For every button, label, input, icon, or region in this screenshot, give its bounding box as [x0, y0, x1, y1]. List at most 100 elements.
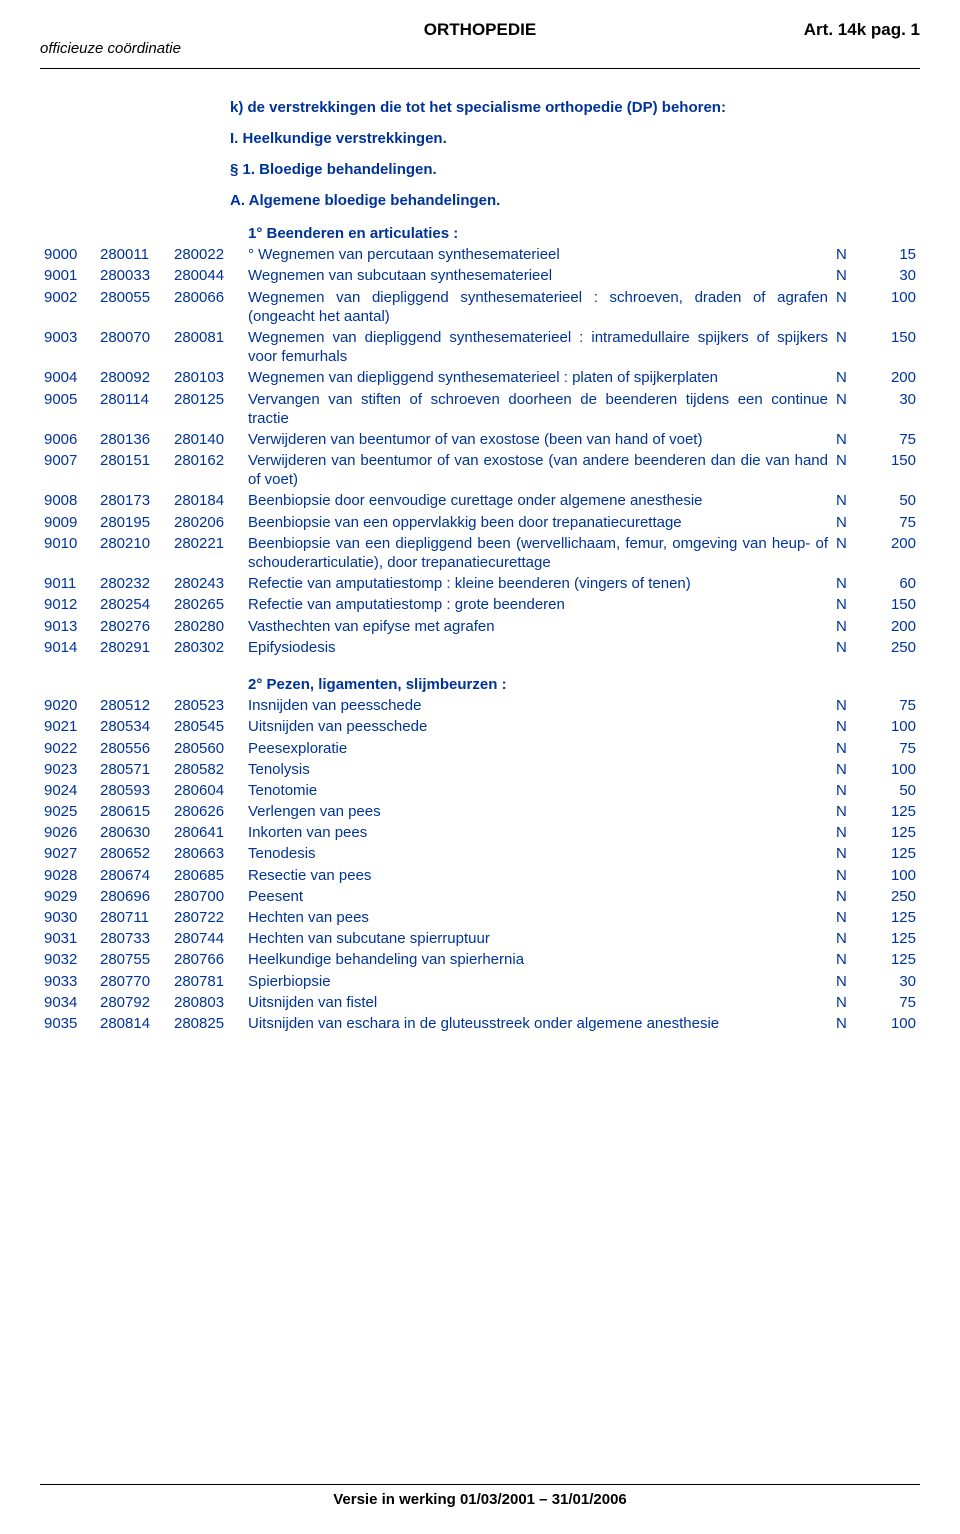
description: Hechten van pees: [244, 907, 832, 928]
value: 50: [868, 490, 920, 511]
code-b: 280755: [96, 949, 170, 970]
section-table: 2° Pezen, ligamenten, slijmbeurzen :9020…: [40, 674, 920, 1034]
mark: N: [832, 865, 868, 886]
value: 75: [868, 512, 920, 533]
code-c: 280626: [170, 801, 244, 822]
footer-rule: [40, 1484, 920, 1485]
table-row: 9012280254280265Refectie van amputatiest…: [40, 594, 920, 615]
empty-cell: [40, 223, 96, 244]
value: 60: [868, 573, 920, 594]
code-b: 280792: [96, 992, 170, 1013]
description: Beenbiopsie van een diepliggend been (we…: [244, 533, 832, 573]
table-row: 9007280151280162Verwijderen van beentumo…: [40, 450, 920, 490]
header-center-title: ORTHOPEDIE: [424, 20, 536, 40]
table-row: 9025280615280626Verlengen van peesN125: [40, 801, 920, 822]
mark: N: [832, 637, 868, 658]
section-title-row: 2° Pezen, ligamenten, slijmbeurzen :: [40, 674, 920, 695]
value: 100: [868, 716, 920, 737]
code-a: 9009: [40, 512, 96, 533]
code-a: 9008: [40, 490, 96, 511]
code-c: 280582: [170, 759, 244, 780]
description: ° Wegnemen van percutaan synthesematerie…: [244, 244, 832, 265]
code-a: 9024: [40, 780, 96, 801]
description: Peesexploratie: [244, 738, 832, 759]
description: Vervangen van stiften of schroeven doorh…: [244, 389, 832, 429]
code-b: 280114: [96, 389, 170, 429]
value: 200: [868, 616, 920, 637]
code-a: 9013: [40, 616, 96, 637]
mark: N: [832, 327, 868, 367]
empty-cell: [170, 674, 244, 695]
code-a: 9006: [40, 429, 96, 450]
empty-cell: [96, 674, 170, 695]
code-a: 9027: [40, 843, 96, 864]
section-spacer: [40, 658, 920, 674]
mark: N: [832, 1013, 868, 1034]
description: Wegnemen van subcutaan synthesematerieel: [244, 265, 832, 286]
code-a: 9004: [40, 367, 96, 388]
code-c: 280280: [170, 616, 244, 637]
value: 75: [868, 992, 920, 1013]
value: 125: [868, 949, 920, 970]
mark: N: [832, 780, 868, 801]
description: Uitsnijden van fistel: [244, 992, 832, 1013]
mark: N: [832, 287, 868, 327]
code-b: 280770: [96, 971, 170, 992]
code-b: 280674: [96, 865, 170, 886]
code-b: 280593: [96, 780, 170, 801]
code-c: 280663: [170, 843, 244, 864]
value: 250: [868, 886, 920, 907]
description: Heelkundige behandeling van spierhernia: [244, 949, 832, 970]
description: Verwijderen van beentumor of van exostos…: [244, 450, 832, 490]
table-row: 9031280733280744Hechten van subcutane sp…: [40, 928, 920, 949]
description: Spierbiopsie: [244, 971, 832, 992]
description: Refectie van amputatiestomp : grote been…: [244, 594, 832, 615]
empty-cell: [868, 223, 920, 244]
code-c: 280560: [170, 738, 244, 759]
code-b: 280210: [96, 533, 170, 573]
code-a: 9007: [40, 450, 96, 490]
code-b: 280733: [96, 928, 170, 949]
code-c: 280162: [170, 450, 244, 490]
code-a: 9020: [40, 695, 96, 716]
description: Wegnemen van diepliggend synthesematerie…: [244, 327, 832, 367]
code-b: 280011: [96, 244, 170, 265]
mark: N: [832, 716, 868, 737]
value: 100: [868, 759, 920, 780]
value: 150: [868, 327, 920, 367]
code-c: 280766: [170, 949, 244, 970]
code-b: 280195: [96, 512, 170, 533]
code-c: 280302: [170, 637, 244, 658]
code-c: 280125: [170, 389, 244, 429]
code-a: 9033: [40, 971, 96, 992]
mark: N: [832, 822, 868, 843]
table-row: 9011280232280243Refectie van amputatiest…: [40, 573, 920, 594]
code-a: 9035: [40, 1013, 96, 1034]
value: 75: [868, 738, 920, 759]
table-row: 9003280070280081Wegnemen van diepliggend…: [40, 327, 920, 367]
value: 100: [868, 287, 920, 327]
code-a: 9001: [40, 265, 96, 286]
table-row: 9000280011280022° Wegnemen van percutaan…: [40, 244, 920, 265]
mark: N: [832, 244, 868, 265]
code-b: 280173: [96, 490, 170, 511]
code-b: 280291: [96, 637, 170, 658]
value: 75: [868, 695, 920, 716]
mark: N: [832, 450, 868, 490]
table-row: 9022280556280560PeesexploratieN75: [40, 738, 920, 759]
value: 125: [868, 907, 920, 928]
sections-host: 1° Beenderen en articulaties :9000280011…: [40, 223, 920, 1034]
code-a: 9014: [40, 637, 96, 658]
table-row: 9004280092280103Wegnemen van diepliggend…: [40, 367, 920, 388]
code-a: 9029: [40, 886, 96, 907]
table-row: 9008280173280184Beenbiopsie door eenvoud…: [40, 490, 920, 511]
description: Resectie van pees: [244, 865, 832, 886]
mark: N: [832, 992, 868, 1013]
code-b: 280055: [96, 287, 170, 327]
mark: N: [832, 738, 868, 759]
mark: N: [832, 949, 868, 970]
empty-cell: [832, 674, 868, 695]
code-b: 280534: [96, 716, 170, 737]
code-c: 280545: [170, 716, 244, 737]
code-b: 280556: [96, 738, 170, 759]
